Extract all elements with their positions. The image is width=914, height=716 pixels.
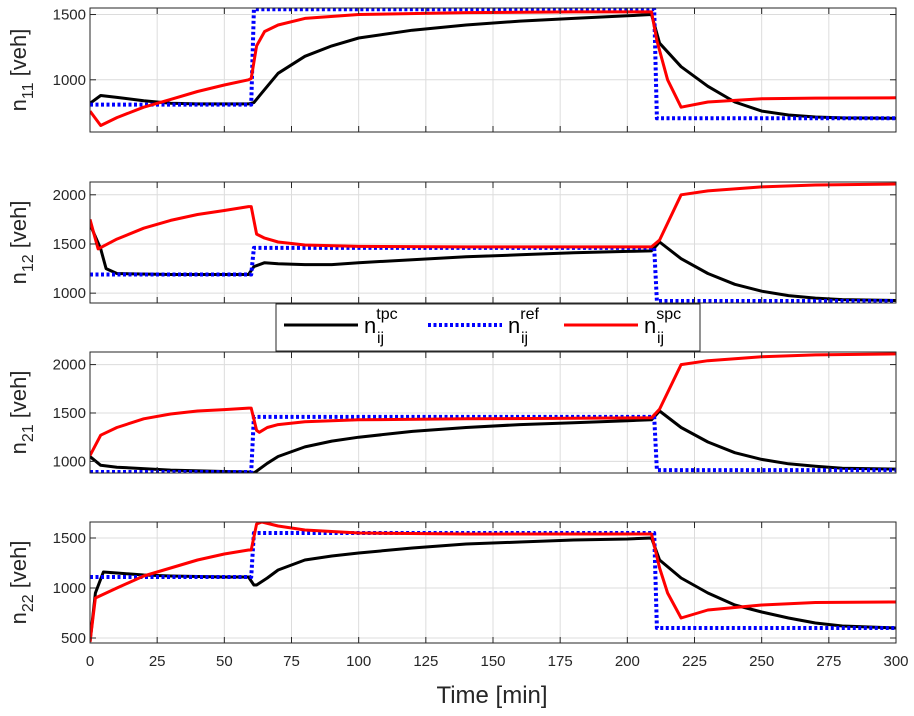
series-tpc-line (90, 409, 896, 473)
xtick-label-200: 200 (615, 653, 640, 670)
legend-label-tpc: ntpc ij (364, 306, 398, 347)
y-axis-label-n11: n11 [veh] (6, 29, 37, 112)
ytick-label-1500: 1500 (53, 7, 86, 24)
ytick-label-2000: 2000 (53, 187, 86, 204)
series-ref-line (90, 414, 896, 473)
ytick-label-1000: 1000 (53, 453, 86, 470)
ytick-label-500: 500 (61, 630, 86, 647)
series-group (90, 182, 896, 303)
series-spc-line (90, 10, 896, 127)
xtick-label-50: 50 (216, 653, 233, 670)
xtick-label-175: 175 (548, 653, 573, 670)
panel-21: 1000 1500 2000 n21 [veh] (6, 351, 897, 474)
xtick-label-225: 225 (682, 653, 707, 670)
ytick-label-1500: 1500 (53, 530, 86, 547)
legend-label-ref: nref ij (508, 306, 539, 347)
ytick-label-2000: 2000 (53, 357, 86, 374)
panel-22: 500 1000 1500 n22 [veh] 0 25 50 75 100 125 150 175 2… (6, 521, 909, 670)
xtick-label-25: 25 (149, 653, 166, 670)
xtick-label-150: 150 (480, 653, 505, 670)
legend-label-spc: nspc ij (644, 306, 681, 347)
panel-11: 1000 1500 n11 [veh] (6, 7, 897, 133)
ytick-label-1500: 1500 (53, 405, 86, 422)
ytick-label-1000: 1000 (53, 580, 86, 597)
y-axis-label-n21: n21 [veh] (6, 371, 37, 455)
ytick-label-1000: 1000 (53, 285, 86, 302)
xtick-label-275: 275 (816, 653, 841, 670)
panel-12: 1000 1500 2000 n12 [veh] (6, 181, 897, 304)
xtick-label-100: 100 (346, 653, 371, 670)
x-axis-label: Time [min] (436, 682, 547, 709)
series-group (90, 8, 896, 127)
xtick-label-125: 125 (413, 653, 438, 670)
y-axis-label-n22: n22 [veh] (6, 541, 37, 625)
legend-box (275, 303, 701, 352)
ytick-label-1500: 1500 (53, 236, 86, 253)
series-tpc-line (90, 13, 896, 120)
series-group (90, 352, 896, 473)
xtick-label-300: 300 (883, 653, 908, 670)
y-axis-label-n12: n12 [veh] (6, 201, 37, 285)
xtick-label-0: 0 (86, 653, 94, 670)
ytick-label-1000: 1000 (53, 72, 86, 89)
xtick-label-75: 75 (283, 653, 300, 670)
series-spc-line (90, 352, 896, 457)
series-spc-line (90, 182, 896, 251)
legend: ntpc ij nref ij nspc ij (275, 303, 701, 352)
xtick-label-250: 250 (749, 653, 774, 670)
